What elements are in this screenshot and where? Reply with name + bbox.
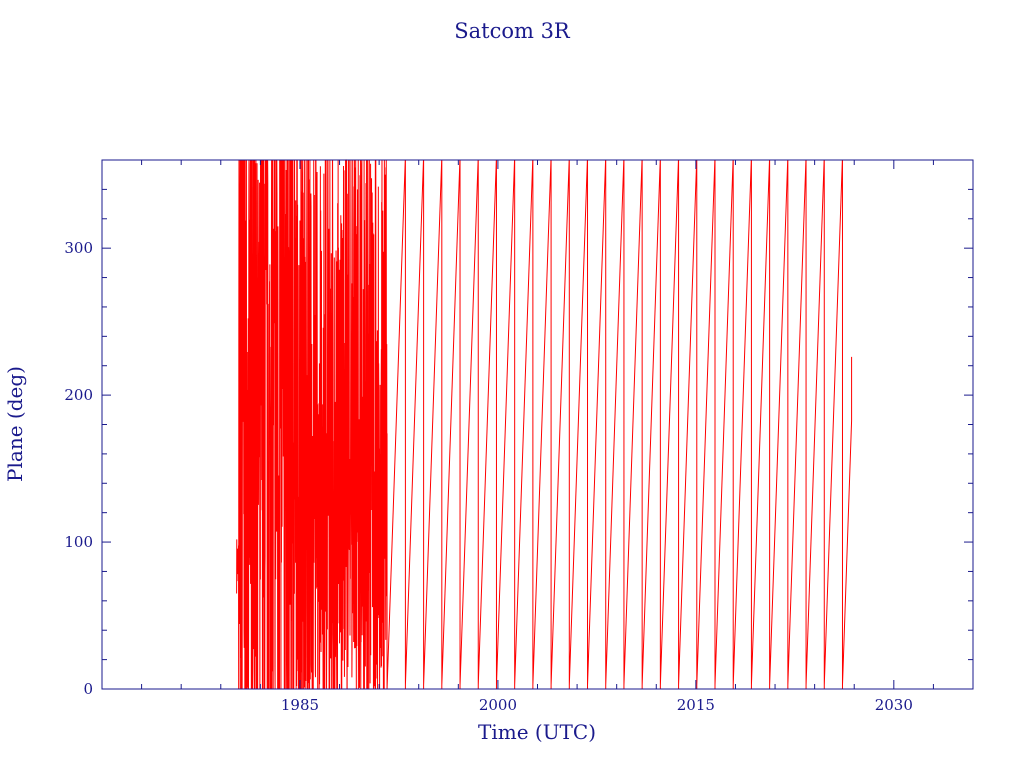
x-tick-label: 2015 xyxy=(677,696,715,714)
y-tick-label: 300 xyxy=(64,239,93,257)
y-axis: 0 100 200 300 xyxy=(64,188,973,698)
x-axis-label: Time (UTC) xyxy=(478,720,596,744)
x-tick-label: 2030 xyxy=(875,696,913,714)
chart-title: Satcom 3R xyxy=(454,19,571,43)
x-axis: 1985 2000 2015 2030 xyxy=(141,160,934,714)
y-tick-label: 200 xyxy=(64,386,93,404)
y-tick-label: 0 xyxy=(83,680,93,698)
y-axis-label: Plane (deg) xyxy=(3,366,27,482)
x-tick-label: 2000 xyxy=(479,696,517,714)
y-tick-label: 100 xyxy=(64,533,93,551)
series-line xyxy=(236,159,853,690)
series-plane xyxy=(236,159,853,690)
x-tick-label: 1985 xyxy=(281,696,319,714)
